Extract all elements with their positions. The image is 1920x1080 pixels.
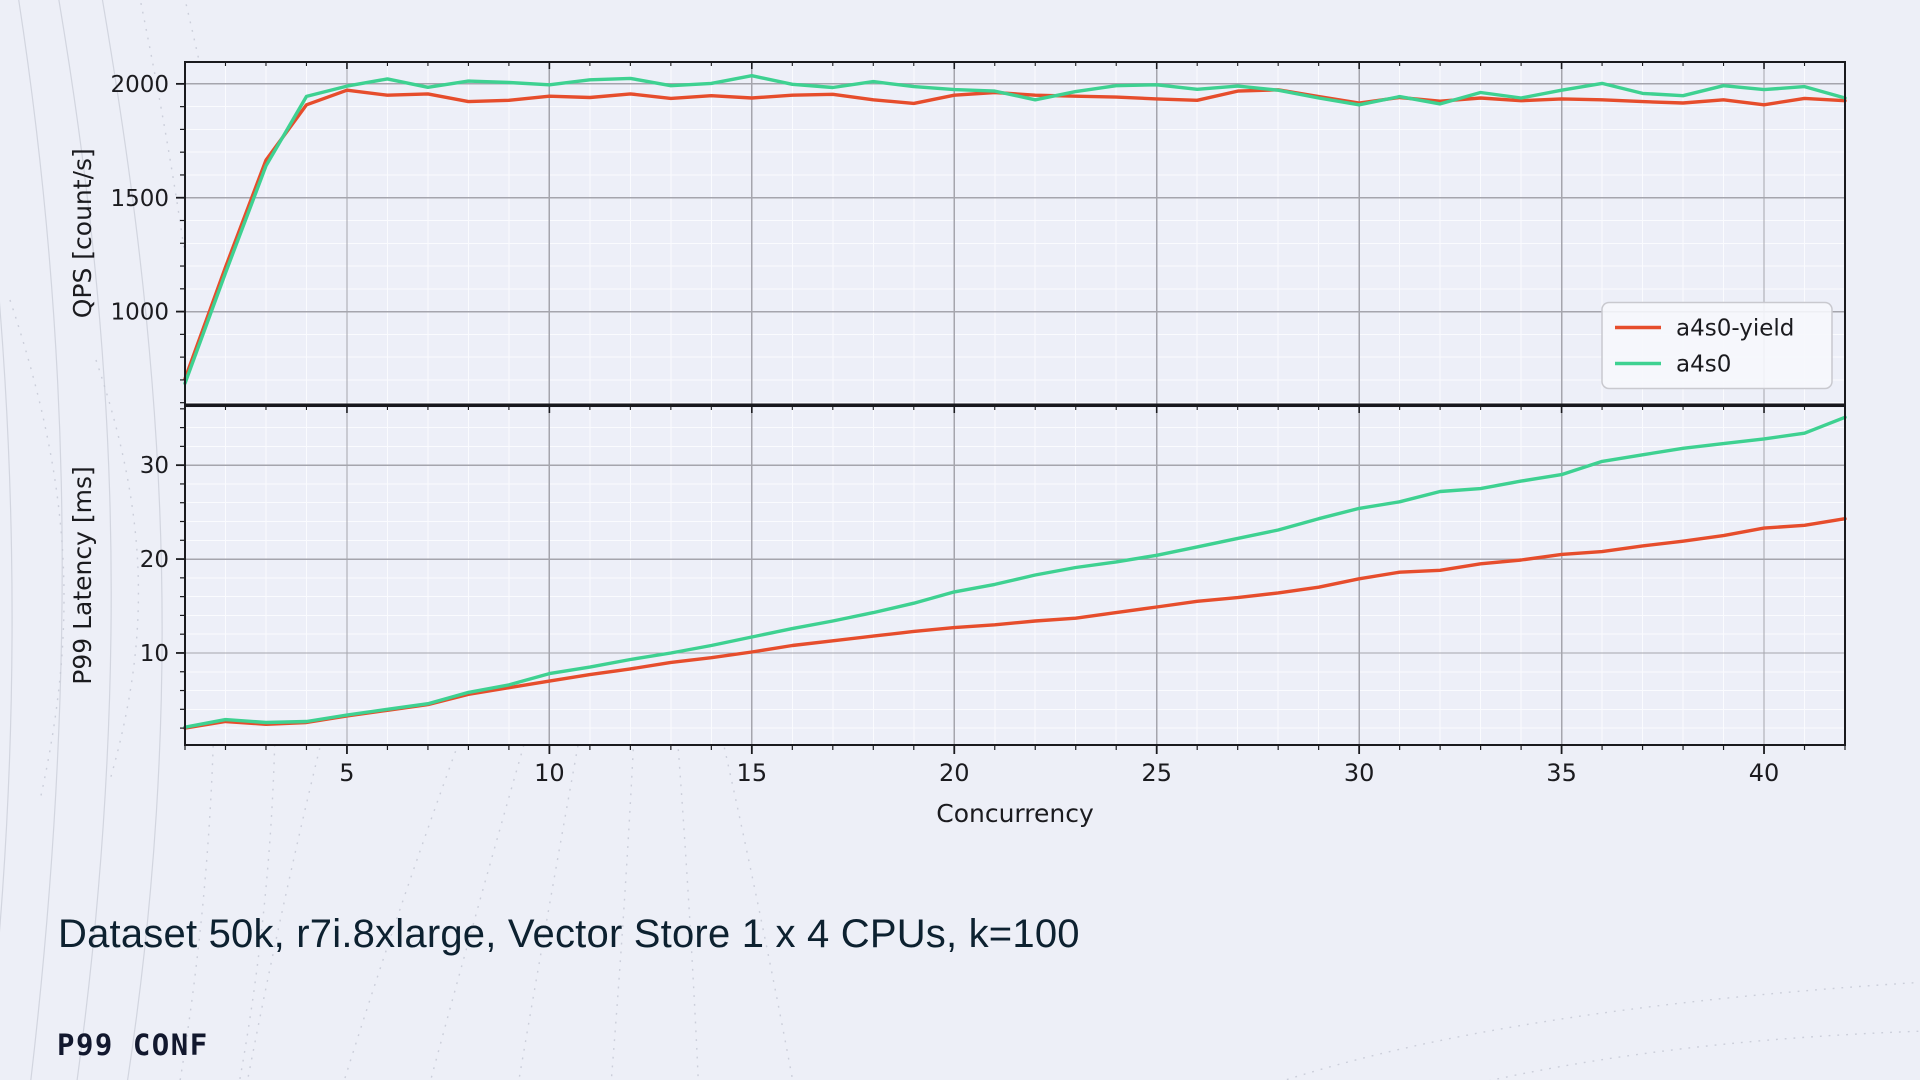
decorative-dotted-curve bbox=[9, 299, 65, 801]
legend-box bbox=[1601, 301, 1833, 390]
axes-spines bbox=[184, 405, 1846, 746]
axes-spines bbox=[184, 61, 1846, 406]
decorative-dotted-curve bbox=[1489, 1030, 1920, 1080]
decorative-curve bbox=[58, 0, 112, 1080]
y-axis-label: QPS [count/s] bbox=[68, 148, 97, 318]
x-tick-label: 35 bbox=[1546, 759, 1577, 787]
y-axis-label: P99 Latency [ms] bbox=[68, 466, 97, 684]
legend-label-a4s0-yield: a4s0-yield bbox=[1676, 316, 1794, 342]
y-tick-label: 20 bbox=[140, 547, 169, 573]
y-tick-label: 1500 bbox=[110, 186, 169, 212]
legend-label-a4s0: a4s0 bbox=[1676, 352, 1731, 378]
decorative-curve bbox=[18, 0, 63, 1080]
plot-background bbox=[185, 406, 1845, 745]
x-tick-label: 15 bbox=[737, 759, 768, 787]
series-line-a4s0 bbox=[183, 73, 1847, 385]
decorative-dotted-curve bbox=[1283, 981, 1920, 1080]
decorative-dotted-curve bbox=[95, 359, 140, 781]
y-tick-label: 10 bbox=[140, 641, 169, 667]
decorative-dotted-curve bbox=[699, 639, 794, 1080]
x-tick-label: 40 bbox=[1749, 759, 1780, 787]
x-tick-label: 5 bbox=[339, 759, 354, 787]
decorative-curve bbox=[101, 0, 163, 1080]
p99conf-logo: P99 CONF bbox=[57, 1028, 209, 1062]
x-tick-label: 30 bbox=[1344, 759, 1375, 787]
subplot-latency: 10 20 30 5 10 15 20 25 30 35 40 P99 Latency [ms] Con… bbox=[68, 405, 1847, 828]
x-axis-label: Concurrency bbox=[936, 799, 1094, 828]
plot-background bbox=[185, 62, 1845, 405]
decorative-dotted-curve bbox=[139, 0, 216, 1080]
x-tick-label: 25 bbox=[1141, 759, 1172, 787]
x-tick-label: 20 bbox=[939, 759, 970, 787]
subplot-qps: 1000 1500 2000 QPS [count/s] a4s0-yield a4s0 bbox=[68, 61, 1847, 414]
y-tick-label: 2000 bbox=[110, 72, 169, 98]
x-tick-label: 10 bbox=[534, 759, 565, 787]
decorative-curve bbox=[0, 302, 13, 932]
y-tick-label: 30 bbox=[140, 453, 169, 479]
series-line-a4s0 bbox=[183, 415, 1847, 729]
caption-text: Dataset 50k, r7i.8xlarge, Vector Store 1… bbox=[58, 912, 1080, 956]
y-tick-label: 1000 bbox=[110, 300, 169, 326]
legend: a4s0-yield a4s0 bbox=[1601, 301, 1833, 390]
